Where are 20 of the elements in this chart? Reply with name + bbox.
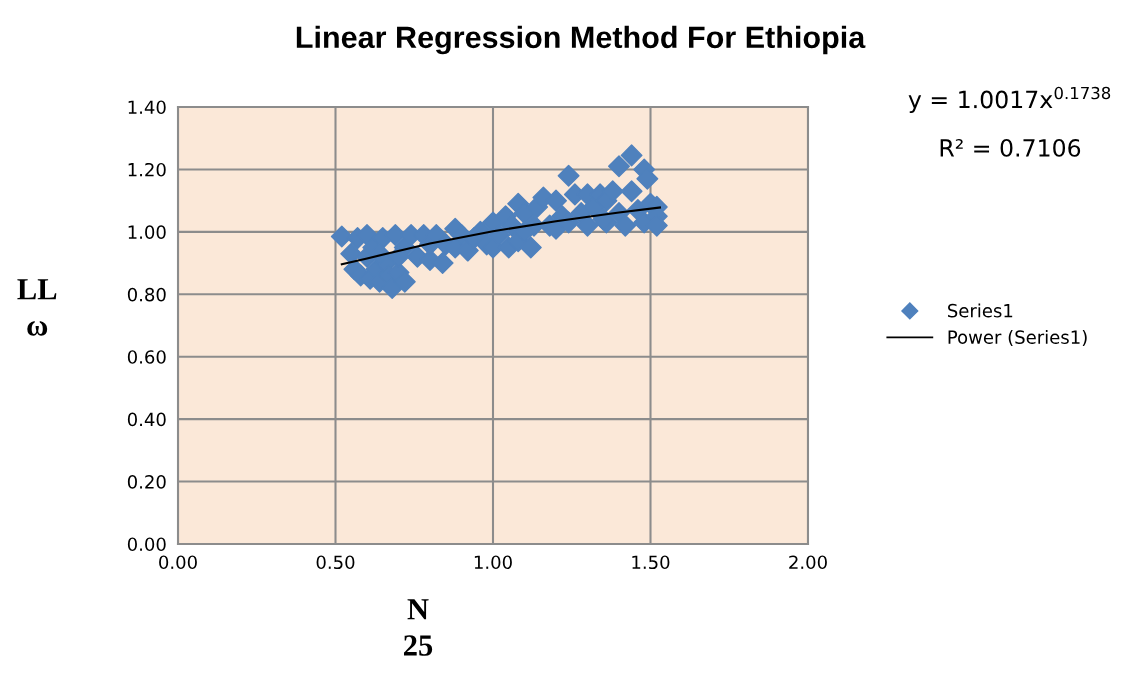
y-axis-title: LL ω <box>17 279 57 336</box>
legend-label: Series1 <box>948 303 1013 318</box>
y-tick-label: 0.20 <box>127 475 166 489</box>
y-tick-label: 1.00 <box>128 225 166 239</box>
y-tick-label: 0.60 <box>127 350 166 364</box>
y-tick-label: 1.20 <box>128 162 166 177</box>
text: R² = 0.7106 <box>940 138 1081 157</box>
x-tick-label: 1.00 <box>474 555 512 570</box>
x-tick-label: 1.50 <box>632 555 670 570</box>
chart-title: Linear Regression Method For Ethiopia <box>296 25 866 55</box>
y-tick-label: 0.80 <box>127 287 166 302</box>
x-tick-label: 0.00 <box>159 555 197 570</box>
y-tick-label: 0.40 <box>127 412 166 427</box>
y-tick-label: 0.00 <box>127 537 166 552</box>
x-axis-title: N 25 <box>404 599 433 656</box>
x-tick-label: 0.50 <box>316 555 355 570</box>
text: y = 1.0017x$^{0.1738}$ <box>908 86 1111 113</box>
legend-label: Power (Series1) <box>948 330 1087 347</box>
y-tick-label: 1.40 <box>128 100 166 115</box>
x-tick-label: 2.00 <box>789 555 827 570</box>
